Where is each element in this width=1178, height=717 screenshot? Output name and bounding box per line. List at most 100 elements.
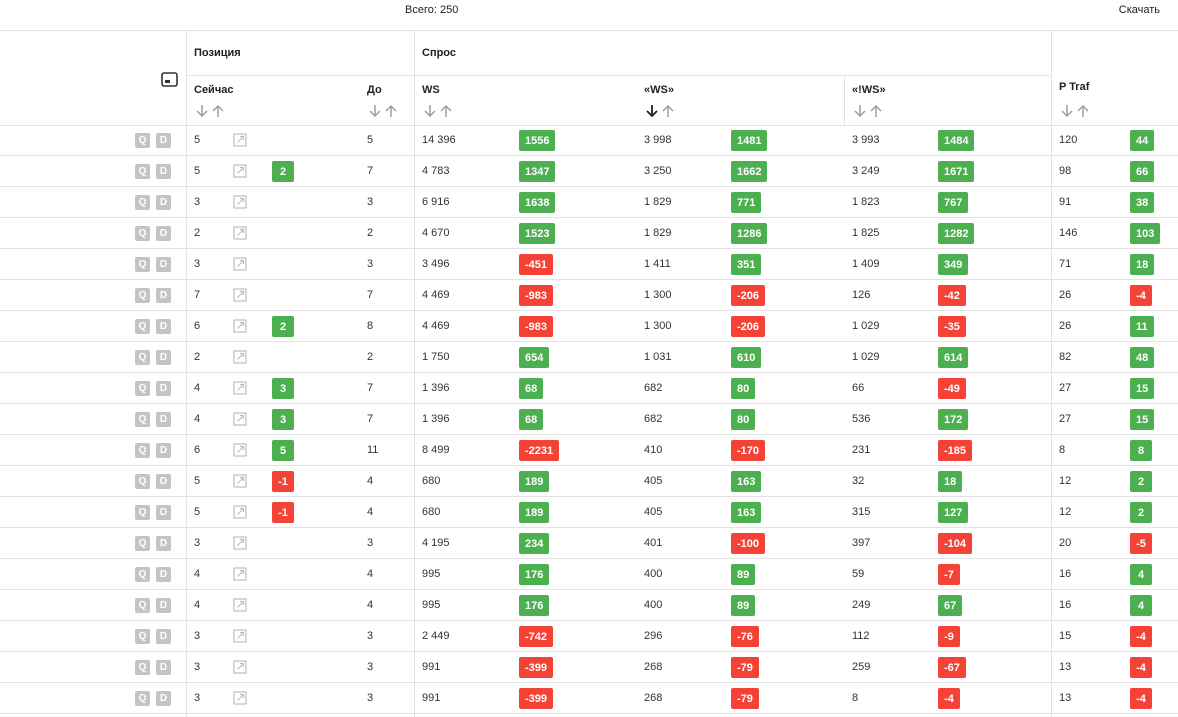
d-button[interactable]: D — [156, 536, 171, 551]
sort-desc-active-icon[interactable] — [645, 104, 659, 118]
q-button[interactable]: Q — [135, 505, 150, 520]
col-now[interactable]: Сейчас — [194, 84, 234, 96]
q-button[interactable]: Q — [135, 288, 150, 303]
q-button[interactable]: Q — [135, 474, 150, 489]
d-button[interactable]: D — [156, 443, 171, 458]
position-now: 4 — [194, 568, 201, 580]
sort-asc-icon[interactable] — [384, 104, 398, 118]
q-button[interactable]: Q — [135, 319, 150, 334]
external-link-icon[interactable] — [233, 505, 247, 519]
external-link-icon[interactable] — [233, 412, 247, 426]
ptraf-delta-badge: 4 — [1130, 595, 1152, 616]
sort-asc-icon[interactable] — [1076, 104, 1090, 118]
q-button[interactable]: Q — [135, 381, 150, 396]
ptraf-delta-badge: 18 — [1130, 254, 1155, 275]
sort-asc-icon[interactable] — [869, 104, 883, 118]
d-button[interactable]: D — [156, 691, 171, 706]
q-button[interactable]: Q — [135, 257, 150, 272]
q-button[interactable]: Q — [135, 567, 150, 582]
external-link-icon[interactable] — [233, 195, 247, 209]
col-exact-ws[interactable]: «!WS» — [852, 84, 886, 96]
position-now: 7 — [194, 289, 201, 301]
d-button[interactable]: D — [156, 505, 171, 520]
external-link-icon[interactable] — [233, 660, 247, 674]
sort-asc-icon[interactable] — [661, 104, 675, 118]
position-before: 7 — [367, 289, 374, 301]
download-link[interactable]: Скачать — [1118, 4, 1160, 16]
exact-ws-delta-badge: -9 — [938, 626, 960, 647]
d-button[interactable]: D — [156, 257, 171, 272]
d-button[interactable]: D — [156, 660, 171, 675]
external-link-icon[interactable] — [233, 350, 247, 364]
external-link-icon[interactable] — [233, 598, 247, 612]
external-link-icon[interactable] — [233, 226, 247, 240]
col-ptraf[interactable]: P Traf — [1059, 81, 1090, 93]
external-link-icon[interactable] — [233, 691, 247, 705]
d-button[interactable]: D — [156, 288, 171, 303]
q-button[interactable]: Q — [135, 443, 150, 458]
ptraf-value: 120 — [1059, 134, 1078, 146]
sort-desc-icon[interactable] — [423, 104, 437, 118]
q-button[interactable]: Q — [135, 164, 150, 179]
d-button[interactable]: D — [156, 319, 171, 334]
d-button[interactable]: D — [156, 629, 171, 644]
external-link-icon[interactable] — [233, 443, 247, 457]
ws-value: 4 195 — [422, 537, 450, 549]
sort-asc-icon[interactable] — [211, 104, 225, 118]
table-row: Q D 4 3 7 1 396 68 682 80 536 172 27 15 — [0, 404, 1178, 435]
external-link-icon[interactable] — [233, 257, 247, 271]
d-button[interactable]: D — [156, 133, 171, 148]
ptraf-value: 91 — [1059, 196, 1072, 208]
d-button[interactable]: D — [156, 474, 171, 489]
q-button[interactable]: Q — [135, 598, 150, 613]
col-before[interactable]: До — [367, 84, 382, 96]
quoted-ws-delta-badge: -100 — [731, 533, 766, 554]
column-settings-icon[interactable] — [161, 72, 178, 87]
q-button[interactable]: Q — [135, 226, 150, 241]
exact-ws-delta-badge: -35 — [938, 316, 966, 337]
d-button[interactable]: D — [156, 412, 171, 427]
external-link-icon[interactable] — [233, 133, 247, 147]
external-link-icon[interactable] — [233, 567, 247, 581]
d-button[interactable]: D — [156, 226, 171, 241]
sort-desc-icon[interactable] — [368, 104, 382, 118]
quoted-ws-value: 3 250 — [644, 165, 672, 177]
exact-ws-value: 3 993 — [852, 134, 880, 146]
external-link-icon[interactable] — [233, 381, 247, 395]
quoted-ws-delta-badge: 89 — [731, 595, 756, 616]
col-quoted-ws[interactable]: «WS» — [644, 84, 674, 96]
external-link-icon[interactable] — [233, 288, 247, 302]
d-button[interactable]: D — [156, 567, 171, 582]
sort-desc-icon[interactable] — [195, 104, 209, 118]
ptraf-value: 82 — [1059, 351, 1072, 363]
q-button[interactable]: Q — [135, 195, 150, 210]
sort-asc-icon[interactable] — [439, 104, 453, 118]
external-link-icon[interactable] — [233, 164, 247, 178]
sort-desc-icon[interactable] — [853, 104, 867, 118]
exact-ws-delta-badge: -185 — [938, 440, 973, 461]
col-ws[interactable]: WS — [422, 84, 440, 96]
external-link-icon[interactable] — [233, 629, 247, 643]
q-button[interactable]: Q — [135, 133, 150, 148]
q-button[interactable]: Q — [135, 536, 150, 551]
q-button[interactable]: Q — [135, 691, 150, 706]
quoted-ws-delta-badge: 771 — [731, 192, 762, 213]
external-link-icon[interactable] — [233, 474, 247, 488]
ws-delta-badge: 1638 — [519, 192, 556, 213]
position-before: 3 — [367, 661, 374, 673]
d-button[interactable]: D — [156, 381, 171, 396]
ws-value: 680 — [422, 506, 441, 518]
sort-desc-icon[interactable] — [1060, 104, 1074, 118]
quoted-ws-value: 682 — [644, 413, 663, 425]
d-button[interactable]: D — [156, 164, 171, 179]
q-button[interactable]: Q — [135, 660, 150, 675]
external-link-icon[interactable] — [233, 319, 247, 333]
q-button[interactable]: Q — [135, 350, 150, 365]
q-button[interactable]: Q — [135, 412, 150, 427]
q-button[interactable]: Q — [135, 629, 150, 644]
d-button[interactable]: D — [156, 598, 171, 613]
exact-ws-delta-badge: -4 — [938, 688, 960, 709]
d-button[interactable]: D — [156, 350, 171, 365]
external-link-icon[interactable] — [233, 536, 247, 550]
d-button[interactable]: D — [156, 195, 171, 210]
